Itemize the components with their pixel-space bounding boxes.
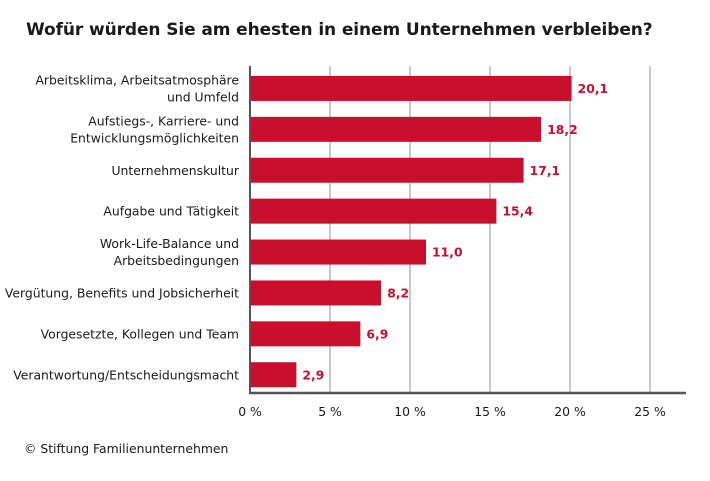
category-label: und Umfeld — [167, 89, 239, 104]
value-label: 2,9 — [302, 367, 324, 382]
x-tick-label: 10 % — [394, 404, 426, 419]
category-label: Aufstiegs-, Karriere- und — [88, 113, 239, 128]
x-tick-label: 0 % — [238, 404, 262, 419]
bar — [250, 198, 497, 224]
category-label: Entwicklungsmöglichkeiten — [70, 130, 239, 145]
value-label: 20,1 — [578, 81, 609, 96]
value-label: 6,9 — [366, 326, 388, 341]
category-label: Verantwortung/Entscheidungsmacht — [13, 367, 239, 382]
bar — [250, 321, 361, 347]
bar — [250, 239, 426, 265]
x-tick-label: 5 % — [318, 404, 342, 419]
bar — [250, 75, 572, 101]
value-label: 15,4 — [502, 204, 533, 219]
grid-lines — [329, 66, 651, 393]
x-tick-label: 15 % — [474, 404, 506, 419]
value-label: 18,2 — [547, 122, 578, 137]
bar — [250, 157, 524, 183]
chart-title: Wofür würden Sie am ehesten in einem Unt… — [26, 20, 653, 40]
category-label: Aufgabe und Tätigkeit — [103, 204, 239, 219]
category-label: Arbeitsklima, Arbeitsatmosphäre — [35, 72, 239, 87]
x-tick-label: 25 % — [634, 404, 666, 419]
category-label: Unternehmenskultur — [111, 163, 239, 178]
labels: 20,1 Arbeitsklima, Arbeitsatmosphäre und U… — [5, 72, 666, 419]
value-label: 11,0 — [432, 245, 463, 260]
bar — [250, 280, 382, 306]
source-credit: © Stiftung Familienunternehmen — [24, 441, 229, 456]
bar — [250, 116, 542, 142]
bars — [250, 75, 572, 388]
category-label: Work-Life-Balance und — [100, 236, 239, 251]
category-label: Vorgesetzte, Kollegen und Team — [41, 326, 239, 341]
bar — [250, 362, 297, 388]
value-label: 8,2 — [387, 285, 409, 300]
axes — [249, 66, 686, 395]
value-label: 17,1 — [530, 163, 561, 178]
category-label: Arbeitsbedingungen — [114, 253, 239, 268]
x-tick-label: 20 % — [554, 404, 586, 419]
category-label: Vergütung, Benefits und Jobsicherheit — [5, 285, 239, 300]
